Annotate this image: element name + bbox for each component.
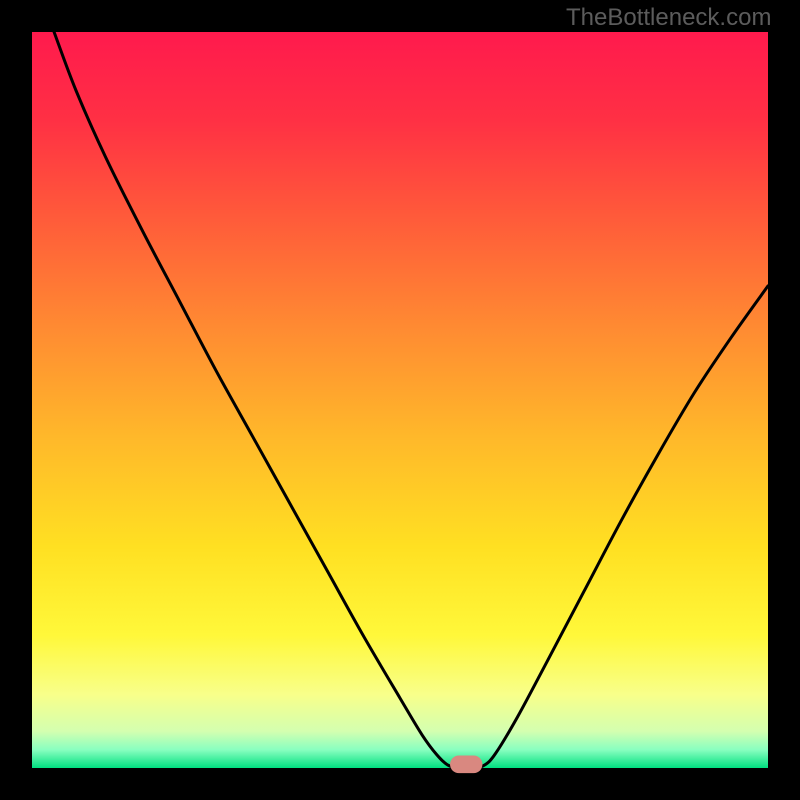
curve-layer	[32, 32, 768, 768]
optimum-marker	[450, 755, 482, 773]
bottleneck-curve	[54, 32, 768, 768]
plot-area	[32, 32, 768, 768]
chart-canvas: TheBottleneck.com	[0, 0, 800, 800]
watermark-text: TheBottleneck.com	[566, 4, 771, 32]
